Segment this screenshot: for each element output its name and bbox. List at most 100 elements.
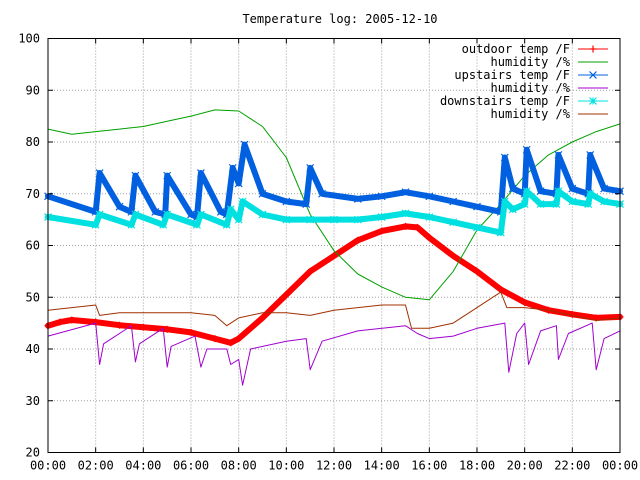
legend-label: humidity /%	[491, 107, 571, 121]
data-point	[377, 192, 386, 201]
data-point	[600, 184, 609, 193]
data-point	[500, 153, 509, 162]
data-point	[193, 220, 201, 229]
data-point	[413, 223, 421, 231]
y-tick-label: 60	[26, 239, 40, 253]
data-point	[238, 197, 247, 206]
data-point	[95, 169, 104, 177]
series-layer	[44, 109, 624, 386]
data-point	[496, 228, 505, 237]
grid-layer	[48, 38, 620, 453]
data-point	[234, 179, 243, 188]
chart-title: Temperature log: 2005-12-10	[242, 12, 437, 26]
data-point	[568, 184, 577, 193]
data-point	[473, 223, 481, 232]
data-point	[163, 171, 172, 180]
data-point	[353, 215, 362, 224]
data-point	[68, 316, 76, 324]
series-3	[47, 322, 621, 386]
data-point	[536, 200, 545, 209]
data-point	[473, 267, 481, 275]
data-point	[425, 234, 433, 242]
data-point	[508, 184, 517, 193]
x-tick-label: 04:00	[125, 459, 161, 473]
data-point	[586, 189, 595, 198]
legend-item: upstairs temp /F	[454, 68, 608, 82]
data-point	[139, 323, 147, 331]
data-point	[425, 192, 434, 201]
data-point	[449, 218, 458, 227]
series-2	[44, 140, 624, 221]
x-tick-label: 06:00	[173, 459, 209, 473]
x-tick-label: 12:00	[316, 459, 352, 473]
legend-item: humidity /%	[491, 81, 608, 95]
data-point	[127, 220, 136, 229]
series-5	[47, 291, 621, 329]
data-point	[95, 210, 104, 219]
data-point	[187, 210, 195, 219]
x-tick-label: 20:00	[507, 459, 543, 473]
data-point	[330, 252, 338, 260]
legend-marker	[589, 71, 597, 79]
data-point	[552, 200, 561, 209]
data-point	[306, 163, 315, 172]
legend-item: downstairs temp /F	[440, 94, 608, 108]
data-point	[554, 187, 563, 196]
data-point	[473, 202, 481, 211]
data-point	[226, 205, 235, 214]
x-tick-label: 02:00	[78, 459, 114, 473]
data-point	[91, 220, 100, 229]
data-point	[116, 321, 123, 329]
data-point	[151, 207, 160, 216]
data-point	[522, 187, 531, 196]
series-line	[47, 322, 621, 386]
y-tick-label: 30	[26, 394, 40, 408]
x-tick-label: 00:00	[602, 459, 638, 473]
y-tick-label: 90	[26, 83, 40, 97]
data-point	[584, 200, 593, 209]
legend-label: humidity /%	[491, 81, 571, 95]
data-point	[222, 220, 231, 229]
data-point	[240, 140, 249, 149]
data-point	[306, 267, 314, 275]
data-point	[521, 298, 529, 306]
legend-label: downstairs temp /F	[440, 94, 570, 108]
data-point	[234, 215, 243, 224]
data-point	[258, 210, 267, 219]
data-point	[197, 210, 205, 219]
data-point	[520, 200, 529, 209]
data-point	[163, 210, 172, 219]
y-tick-label: 20	[26, 446, 40, 460]
data-point	[228, 163, 237, 172]
data-point	[586, 151, 595, 159]
data-point	[554, 151, 563, 159]
data-point	[449, 197, 458, 206]
data-point	[259, 314, 266, 322]
x-tick-label: 00:00	[30, 459, 66, 473]
data-point	[500, 197, 509, 206]
data-point	[159, 220, 168, 229]
y-tick-label: 70	[26, 187, 40, 201]
series-4	[44, 187, 624, 237]
legend-marker	[589, 97, 597, 105]
x-tick-label: 18:00	[459, 459, 495, 473]
data-point	[378, 227, 386, 235]
axis-layer: 20 30 40 50 60 70 80 90 100 00:00 02:00 04:00 06:00 0…	[18, 32, 638, 473]
data-point	[131, 171, 140, 180]
legend-item: humidity /%	[491, 55, 608, 69]
data-point	[258, 189, 267, 198]
data-point	[282, 197, 291, 206]
data-point	[377, 213, 386, 221]
y-tick-label: 40	[26, 342, 40, 356]
data-point	[282, 291, 290, 299]
data-point	[197, 169, 205, 177]
data-point	[401, 209, 410, 218]
data-point	[508, 205, 517, 214]
data-point	[56, 318, 64, 326]
legend-marker	[589, 45, 597, 53]
data-point	[282, 215, 291, 224]
legend-item: humidity /%	[491, 107, 608, 121]
data-point	[354, 236, 362, 244]
data-point	[227, 339, 235, 347]
